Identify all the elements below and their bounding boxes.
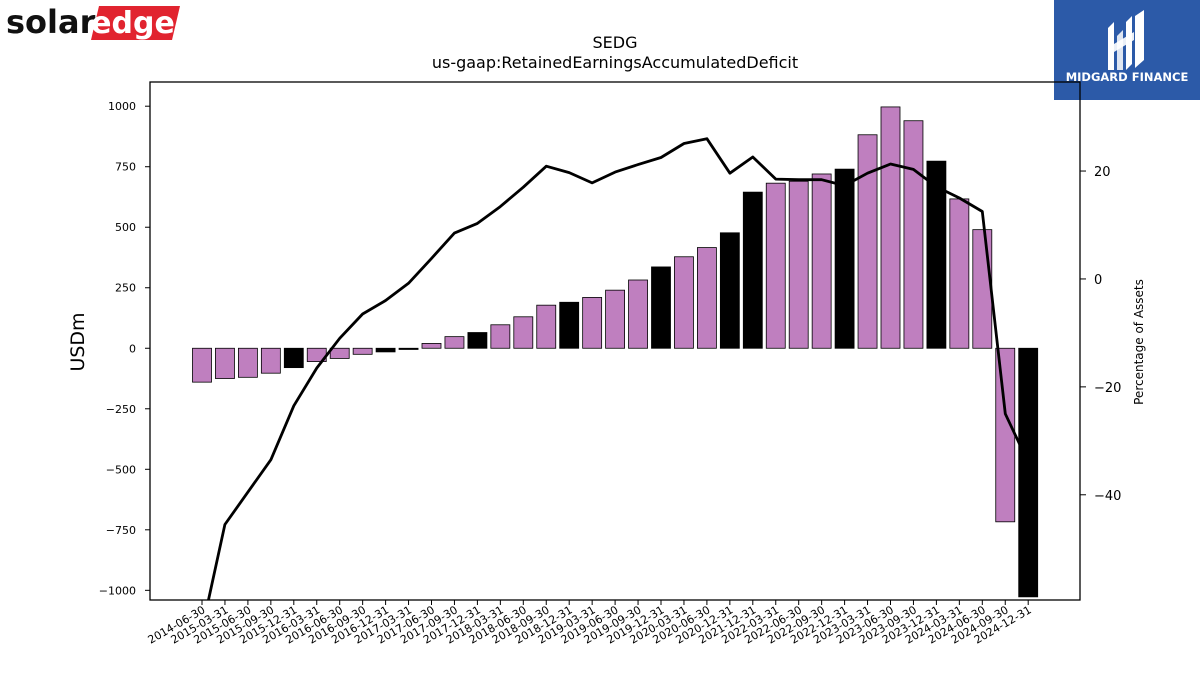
bar-2024-09-30 (995, 347, 1016, 523)
bar-2015-09-30 (260, 347, 281, 374)
y-tick-label: −1000 (99, 584, 136, 597)
bar-2017-12-31 (467, 332, 488, 349)
bar-2017-03-31 (398, 347, 419, 350)
bar-2020-06-30 (697, 247, 717, 349)
y2-tick-label: −20 (1094, 381, 1121, 396)
bar-2024-03-31 (949, 198, 970, 349)
midgard-finance-logo: MIDGARD FINANCE (1054, 0, 1200, 100)
bar-2014-06-30 (192, 347, 212, 383)
bar-2023-09-30 (903, 120, 924, 349)
y-tick-label: −500 (106, 463, 136, 476)
y-tick-label: −250 (106, 403, 136, 416)
y2-axis-ticks: −40 −20 0 20 (1080, 165, 1121, 504)
bar-2016-12-31 (375, 347, 396, 353)
bar-2021-12-31 (742, 191, 763, 349)
bar-2018-12-31 (559, 301, 580, 349)
bar-2018-06-30 (513, 316, 534, 349)
line-series (207, 137, 1030, 600)
bar-2018-09-30 (536, 304, 557, 349)
logo-right-text: MIDGARD FINANCE (1066, 70, 1189, 84)
chart-title: SEDG (593, 33, 638, 52)
bar-2019-03-31 (582, 297, 603, 349)
bar-2017-06-30 (421, 343, 442, 349)
chart-subtitle: us-gaap:RetainedEarningsAccumulatedDefic… (432, 53, 798, 72)
bar-2023-06-30 (880, 106, 901, 349)
bar-2024-06-30 (972, 229, 993, 349)
bar-2015-06-30 (237, 347, 258, 378)
plot-frame (149, 81, 1081, 601)
bar-2019-12-31 (651, 266, 671, 349)
logo-left-text: solar (6, 3, 96, 41)
bar-2022-06-30 (788, 180, 809, 349)
bar-2023-12-31 (926, 160, 947, 349)
bar-2015-12-31 (283, 347, 304, 369)
y2-tick-label: −40 (1094, 489, 1121, 504)
solaredge-logo: solar edge (6, 3, 180, 41)
bar-2017-09-30 (444, 336, 465, 349)
midgard-emblem-icon (1108, 10, 1144, 70)
bar-2016-06-30 (329, 347, 350, 359)
bar-2024-12-31 (1018, 347, 1039, 598)
x-axis-ticks: 2014-06-302015-03-312015-06-302015-09-30… (146, 600, 1034, 647)
bar-2022-12-31 (834, 168, 855, 349)
bar-2015-03-31 (215, 347, 235, 379)
bar-2022-03-31 (765, 182, 786, 349)
y-tick-label: 250 (115, 282, 136, 295)
bar-2022-09-30 (811, 173, 832, 349)
bar-2020-12-31 (719, 232, 740, 349)
y-axis-ticks: −1000 −750 −500 −250 0 250 500 750 1000 (99, 100, 150, 597)
y-tick-label: 500 (115, 221, 136, 234)
y-tick-label: −750 (106, 524, 136, 537)
bar-2023-03-31 (857, 134, 878, 349)
logo-badge-text: edge (91, 6, 175, 41)
y2-tick-label: 0 (1094, 273, 1102, 288)
y-tick-label: 1000 (108, 100, 136, 113)
bar-2016-09-30 (352, 347, 373, 355)
y2-axis-label: Percentage of Assets (1132, 279, 1146, 405)
bar-2019-06-30 (605, 289, 625, 349)
percentage-of-assets-line (207, 137, 1030, 600)
y2-tick-label: 20 (1094, 165, 1111, 180)
y-tick-label: 750 (115, 161, 136, 174)
logo-badge-shape (91, 6, 180, 40)
y-axis-label: USDm (67, 312, 89, 371)
bar-series (192, 106, 1039, 598)
bar-2020-03-31 (674, 256, 694, 349)
bar-2018-03-31 (490, 324, 511, 349)
y-tick-label: 0 (129, 342, 136, 355)
bar-2019-09-30 (628, 279, 648, 349)
